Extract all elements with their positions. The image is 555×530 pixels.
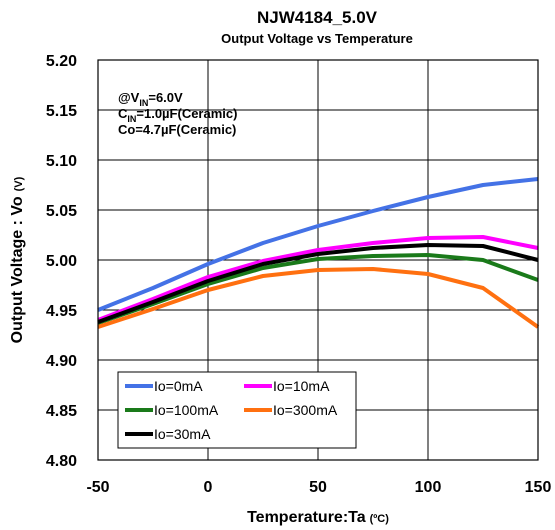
series-line-io-10ma [97, 235, 539, 322]
y-tick-label: 5.00 [46, 253, 77, 270]
legend-label-io-300ma: Io=300mA [273, 402, 338, 418]
legend-box [117, 371, 357, 449]
legend: Io=0mA Io=10mA Io=100mA Io=300mA Io=30mA [117, 371, 357, 449]
y-tick-label: 5.10 [46, 153, 77, 170]
x-tick-label: 0 [204, 479, 213, 496]
y-axis-label: Output Voltage : Vo(V) [9, 176, 26, 343]
y-tick-label: 4.85 [46, 403, 77, 420]
legend-label-io-100ma: Io=100mA [154, 402, 219, 418]
chart-subtitle: Output Voltage vs Temperature [221, 31, 413, 46]
legend-label-io-30ma: Io=30mA [154, 426, 211, 442]
condition-co: Co=4.7µF(Ceramic) [118, 122, 236, 137]
y-tick-label: 4.90 [46, 353, 77, 370]
y-tick-label: 5.15 [46, 103, 77, 120]
chart-title: NJW4184_5.0V [257, 8, 378, 27]
y-tick-labels: 4.80 4.85 4.90 4.95 5.00 5.05 5.10 5.15 5.20 [46, 53, 77, 470]
x-tick-label: -50 [86, 479, 109, 496]
x-tick-label: 50 [309, 479, 327, 496]
condition-vin: @VIN=6.0V [118, 90, 183, 108]
x-axis-label: Temperature:Ta (ºC) [247, 509, 389, 526]
series-line-io-100ma [97, 253, 539, 325]
legend-label-io-10ma: Io=10mA [273, 378, 330, 394]
x-tick-label: 100 [415, 479, 442, 496]
y-tick-label: 5.05 [46, 203, 77, 220]
x-tick-labels: -50 0 50 100 150 [86, 479, 551, 496]
y-tick-label: 4.95 [46, 303, 77, 320]
plot-frame [97, 59, 539, 461]
legend-label-io-0ma: Io=0mA [154, 378, 203, 394]
y-tick-label: 5.20 [46, 53, 77, 70]
condition-cin: CIN=1.0µF(Ceramic) [118, 106, 237, 124]
series-lines [97, 177, 540, 329]
x-tick-label: 150 [525, 479, 552, 496]
series-line-io-300ma [97, 267, 540, 329]
series-line-io-0ma [97, 177, 539, 312]
y-tick-label: 4.80 [46, 453, 77, 470]
series-line-io-30ma [97, 243, 539, 324]
